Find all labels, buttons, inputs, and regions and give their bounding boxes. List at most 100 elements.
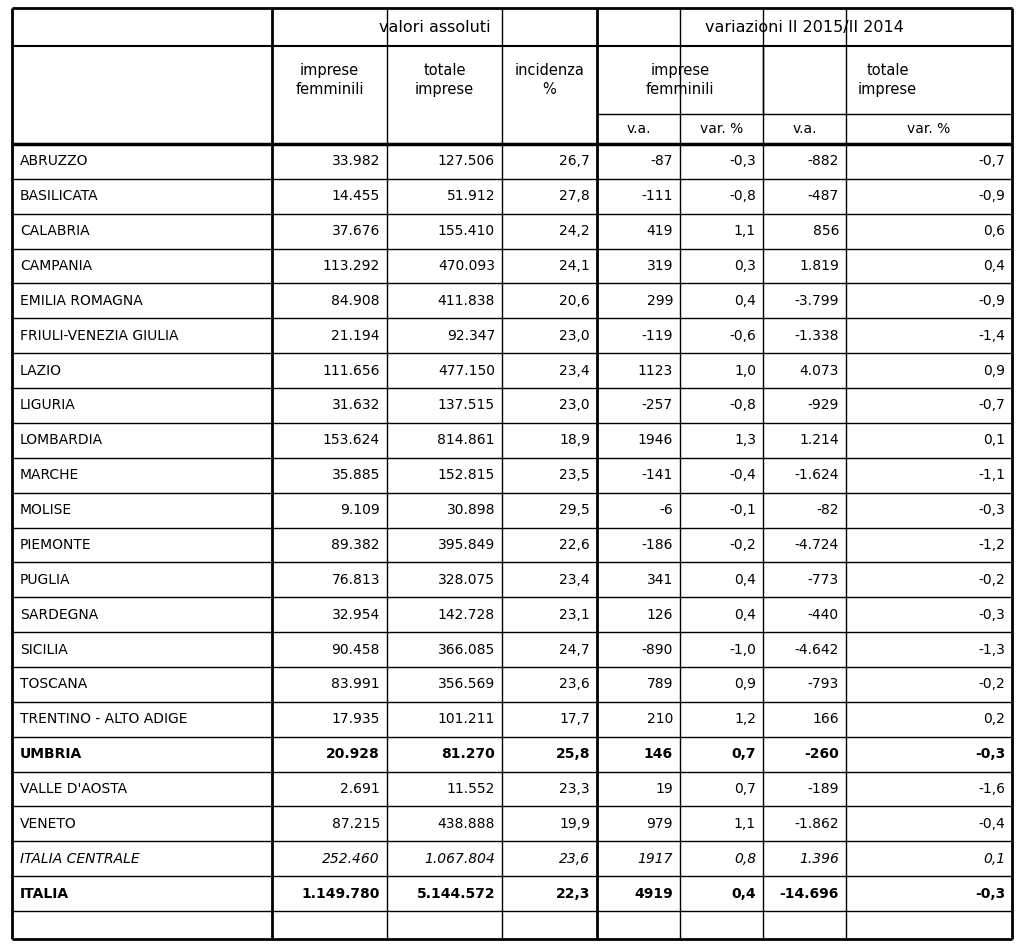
Text: 1,1: 1,1 <box>734 817 756 831</box>
Text: 1917: 1917 <box>638 851 673 866</box>
Text: -1,3: -1,3 <box>978 642 1005 656</box>
Text: 90.458: 90.458 <box>332 642 380 656</box>
Text: 23,4: 23,4 <box>559 364 590 378</box>
Text: 411.838: 411.838 <box>437 294 495 308</box>
Text: 0,1: 0,1 <box>983 851 1005 866</box>
Text: 1,3: 1,3 <box>734 434 756 447</box>
Text: -0,8: -0,8 <box>729 399 756 413</box>
Text: 1.149.780: 1.149.780 <box>302 886 380 901</box>
Text: -141: -141 <box>642 468 673 482</box>
Text: 19: 19 <box>655 782 673 796</box>
Text: 789: 789 <box>646 677 673 691</box>
Text: SARDEGNA: SARDEGNA <box>20 608 98 621</box>
Text: -82: -82 <box>816 503 839 517</box>
Text: 1123: 1123 <box>638 364 673 378</box>
Text: -186: -186 <box>641 538 673 552</box>
Text: 1946: 1946 <box>638 434 673 447</box>
Text: -1.338: -1.338 <box>795 329 839 343</box>
Text: 83.991: 83.991 <box>332 677 380 691</box>
Text: BASILICATA: BASILICATA <box>20 189 98 204</box>
Text: totale
imprese: totale imprese <box>858 63 918 98</box>
Text: -3.799: -3.799 <box>795 294 839 308</box>
Text: 29,5: 29,5 <box>559 503 590 517</box>
Text: 22,3: 22,3 <box>556 886 590 901</box>
Text: valori assoluti: valori assoluti <box>379 20 490 34</box>
Text: 113.292: 113.292 <box>323 259 380 273</box>
Text: 101.211: 101.211 <box>437 712 495 726</box>
Text: 35.885: 35.885 <box>332 468 380 482</box>
Text: 153.624: 153.624 <box>323 434 380 447</box>
Text: 341: 341 <box>646 573 673 587</box>
Text: -773: -773 <box>808 573 839 587</box>
Text: 31.632: 31.632 <box>332 399 380 413</box>
Text: -111: -111 <box>641 189 673 204</box>
Text: 142.728: 142.728 <box>438 608 495 621</box>
Text: imprese
femminili: imprese femminili <box>295 63 364 98</box>
Text: 1,0: 1,0 <box>734 364 756 378</box>
Text: -189: -189 <box>808 782 839 796</box>
Text: PIEMONTE: PIEMONTE <box>20 538 91 552</box>
Text: -0,9: -0,9 <box>978 294 1005 308</box>
Text: -0,2: -0,2 <box>978 677 1005 691</box>
Text: imprese
femminili: imprese femminili <box>646 63 715 98</box>
Text: 22,6: 22,6 <box>559 538 590 552</box>
Text: PUGLIA: PUGLIA <box>20 573 71 587</box>
Text: 17,7: 17,7 <box>559 712 590 726</box>
Text: -1.862: -1.862 <box>795 817 839 831</box>
Text: 0,9: 0,9 <box>983 364 1005 378</box>
Text: 24,1: 24,1 <box>559 259 590 273</box>
Text: 23,1: 23,1 <box>559 608 590 621</box>
Text: 328.075: 328.075 <box>438 573 495 587</box>
Text: 856: 856 <box>812 224 839 238</box>
Text: -0,3: -0,3 <box>729 154 756 169</box>
Text: 0,8: 0,8 <box>734 851 756 866</box>
Text: 9.109: 9.109 <box>340 503 380 517</box>
Text: 366.085: 366.085 <box>437 642 495 656</box>
Text: -0,2: -0,2 <box>978 573 1005 587</box>
Text: 0,4: 0,4 <box>983 259 1005 273</box>
Text: 1.819: 1.819 <box>799 259 839 273</box>
Text: 89.382: 89.382 <box>332 538 380 552</box>
Text: 32.954: 32.954 <box>332 608 380 621</box>
Text: LAZIO: LAZIO <box>20 364 62 378</box>
Text: -0,3: -0,3 <box>975 747 1005 761</box>
Text: 24,2: 24,2 <box>559 224 590 238</box>
Text: 23,3: 23,3 <box>559 782 590 796</box>
Text: 127.506: 127.506 <box>438 154 495 169</box>
Text: 166: 166 <box>812 712 839 726</box>
Text: 23,6: 23,6 <box>559 677 590 691</box>
Text: 17.935: 17.935 <box>332 712 380 726</box>
Text: 20,6: 20,6 <box>559 294 590 308</box>
Text: 0,4: 0,4 <box>734 573 756 587</box>
Text: v.a.: v.a. <box>793 122 817 136</box>
Text: TRENTINO - ALTO ADIGE: TRENTINO - ALTO ADIGE <box>20 712 187 726</box>
Text: 1.067.804: 1.067.804 <box>424 851 495 866</box>
Text: ITALIA CENTRALE: ITALIA CENTRALE <box>20 851 139 866</box>
Text: 0,7: 0,7 <box>731 747 756 761</box>
Text: 51.912: 51.912 <box>446 189 495 204</box>
Text: 319: 319 <box>646 259 673 273</box>
Text: MOLISE: MOLISE <box>20 503 72 517</box>
Text: -1,0: -1,0 <box>729 642 756 656</box>
Text: -119: -119 <box>641 329 673 343</box>
Text: -0,4: -0,4 <box>978 817 1005 831</box>
Text: var. %: var. % <box>699 122 743 136</box>
Text: 11.552: 11.552 <box>446 782 495 796</box>
Text: 299: 299 <box>646 294 673 308</box>
Text: 477.150: 477.150 <box>438 364 495 378</box>
Text: 19,9: 19,9 <box>559 817 590 831</box>
Text: 0,6: 0,6 <box>983 224 1005 238</box>
Text: VENETO: VENETO <box>20 817 77 831</box>
Text: 4919: 4919 <box>634 886 673 901</box>
Text: -6: -6 <box>659 503 673 517</box>
Text: 84.908: 84.908 <box>332 294 380 308</box>
Text: -0,9: -0,9 <box>978 189 1005 204</box>
Text: 5.144.572: 5.144.572 <box>417 886 495 901</box>
Text: 14.455: 14.455 <box>332 189 380 204</box>
Text: 0,9: 0,9 <box>734 677 756 691</box>
Text: 0,2: 0,2 <box>983 712 1005 726</box>
Text: VALLE D'AOSTA: VALLE D'AOSTA <box>20 782 127 796</box>
Text: -1.624: -1.624 <box>795 468 839 482</box>
Text: -882: -882 <box>808 154 839 169</box>
Text: -0,1: -0,1 <box>729 503 756 517</box>
